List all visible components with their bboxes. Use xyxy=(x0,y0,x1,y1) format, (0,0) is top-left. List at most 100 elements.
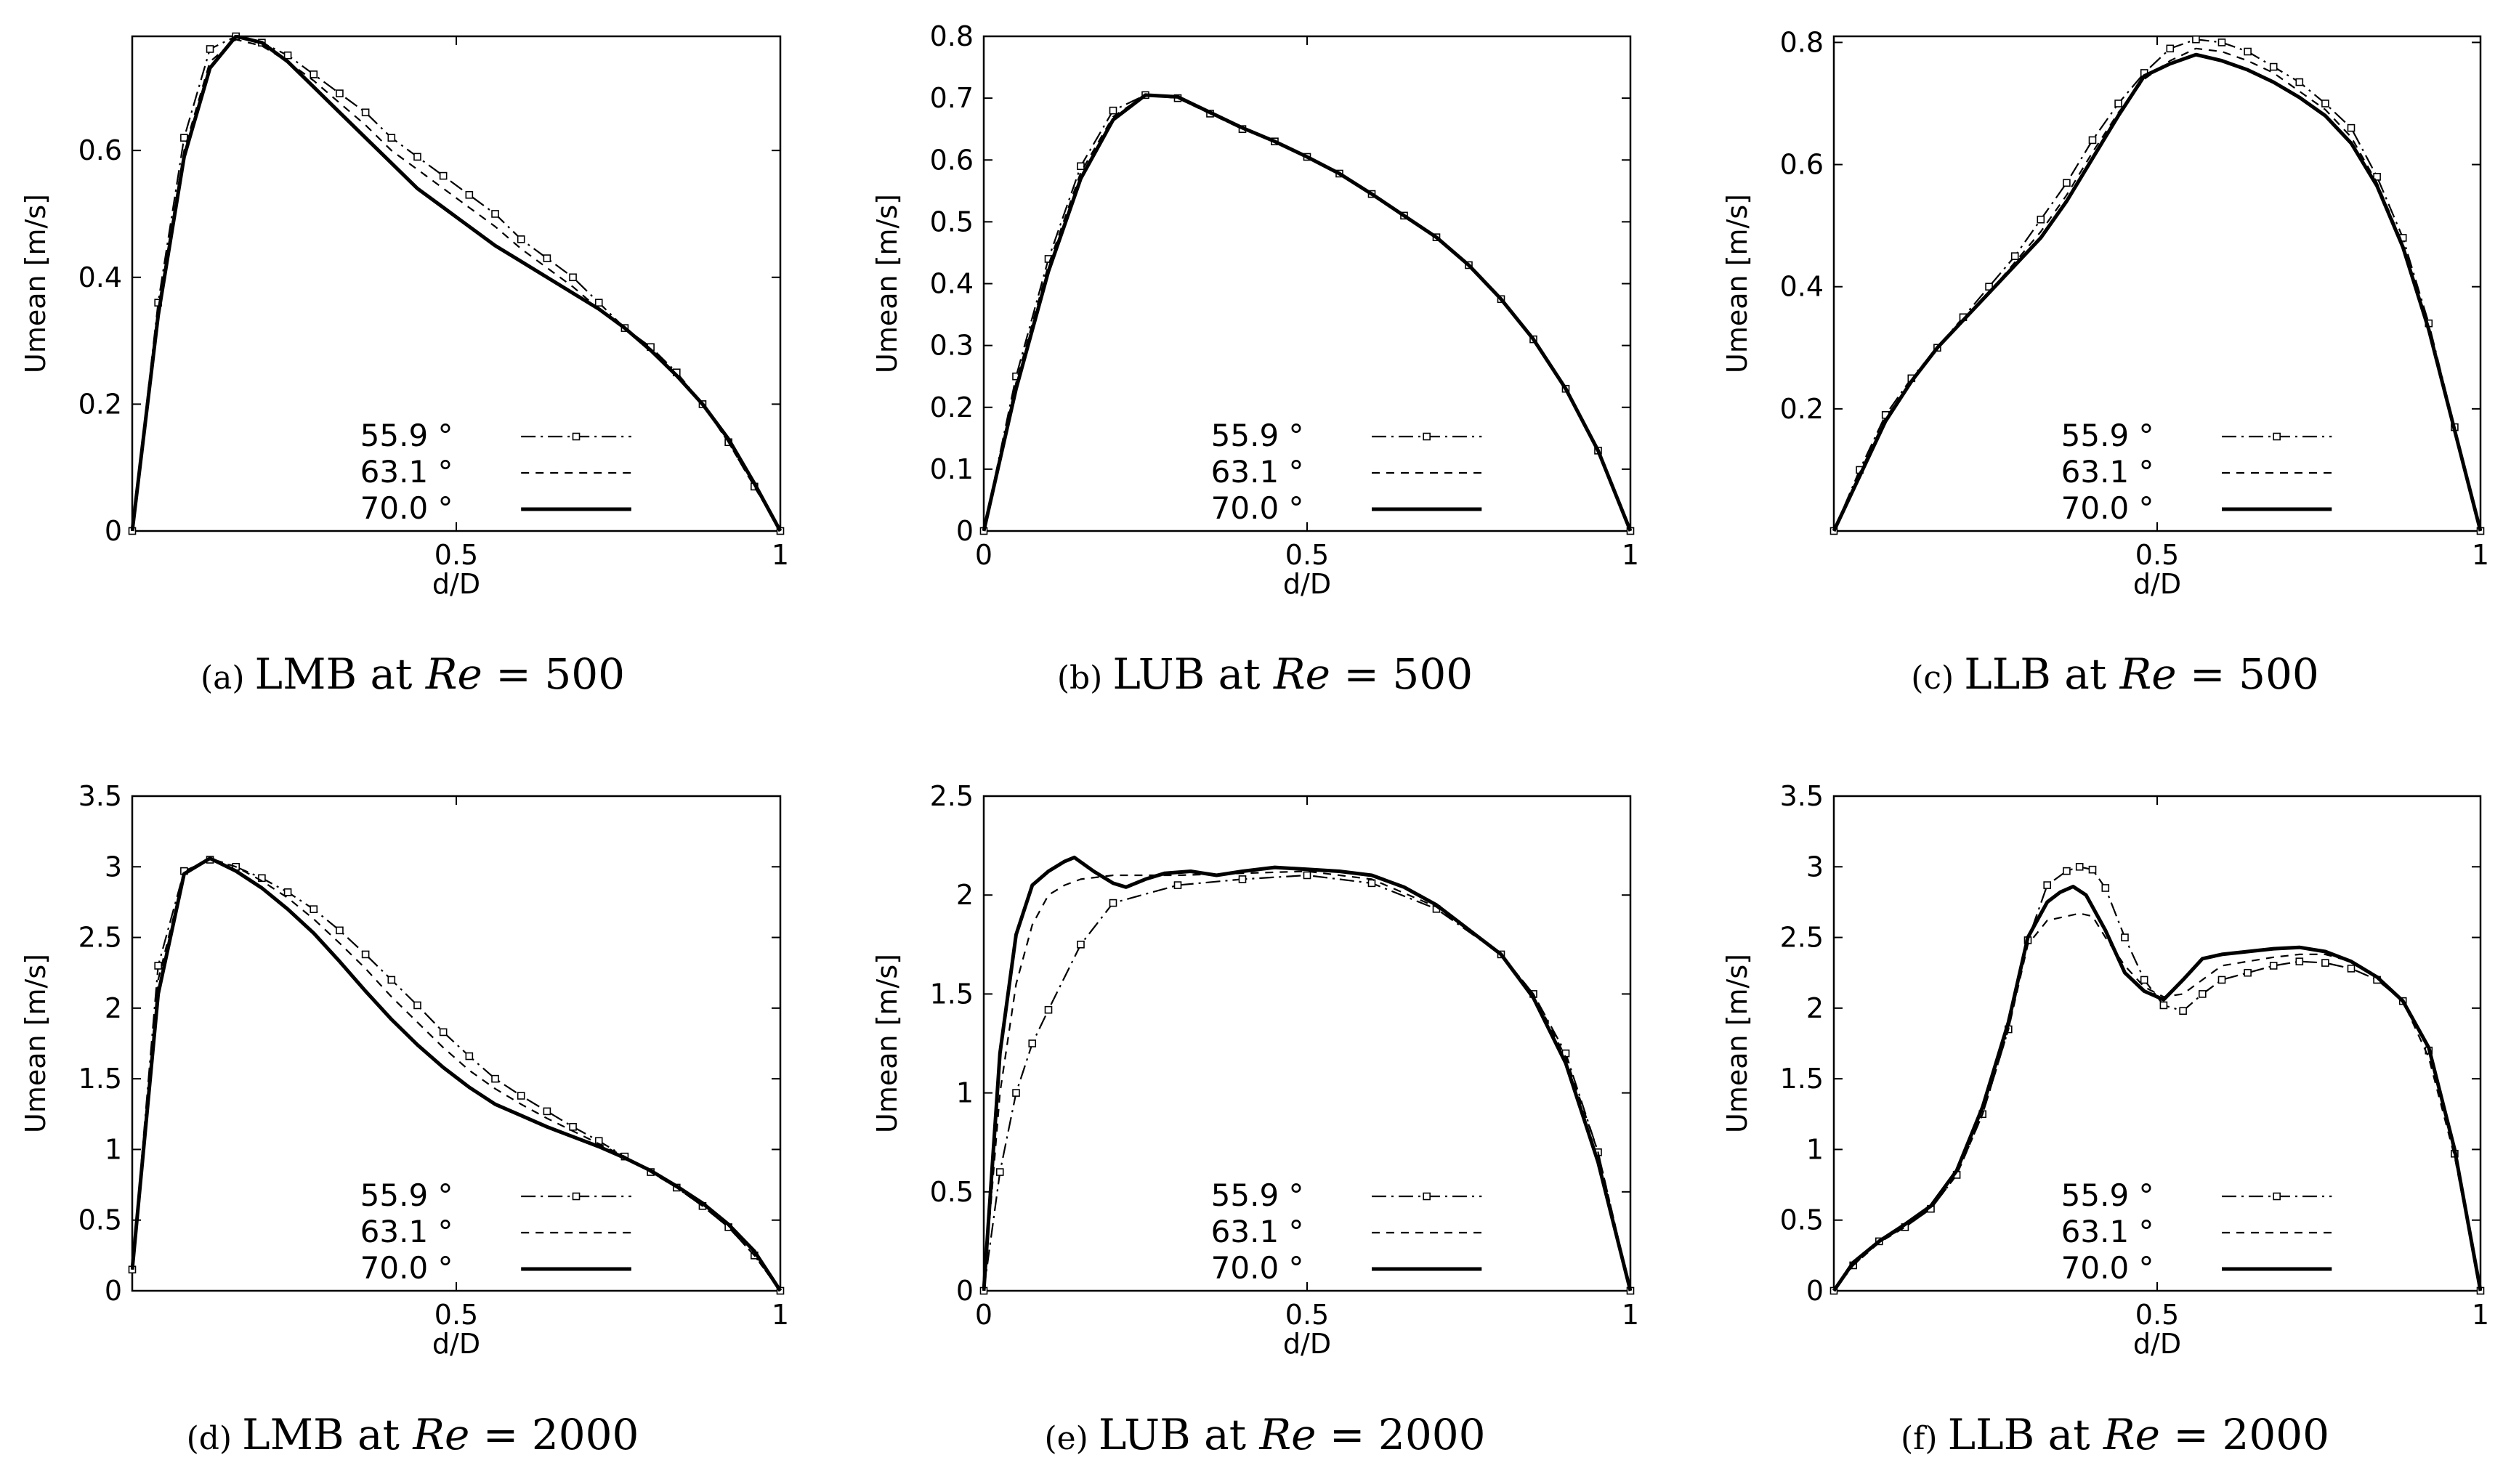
data-point-marker xyxy=(2269,962,2278,970)
legend-sample-marker xyxy=(2273,1192,2281,1201)
y-tick-label: 0.6 xyxy=(78,134,122,166)
series-line-2 xyxy=(982,870,1632,1292)
x-axis-label: d/D xyxy=(1283,1328,1331,1360)
data-point-marker xyxy=(2269,62,2278,71)
x-tick-label: 0.5 xyxy=(2135,1299,2179,1331)
y-tick-label: 0.5 xyxy=(930,206,974,238)
y-axis-label: Umean [m/s] xyxy=(1721,194,1753,373)
y-tick-label: 0.1 xyxy=(930,453,974,485)
y-tick-label: 0.6 xyxy=(1780,149,1824,181)
data-point-marker xyxy=(1028,1039,1037,1047)
data-point-marker xyxy=(1367,879,1376,888)
y-tick-label: 0.4 xyxy=(78,261,122,293)
y-tick-label: 0.4 xyxy=(1780,271,1824,303)
x-axis-label: d/D xyxy=(2133,568,2181,600)
x-tick-label: 0.5 xyxy=(1285,1299,1329,1331)
legend-label: 55.9 ° xyxy=(2061,418,2154,453)
data-point-marker xyxy=(543,1107,551,1116)
data-point-marker xyxy=(1303,871,1311,880)
legend-label: 55.9 ° xyxy=(360,418,453,453)
caption-text-after: = 2000 xyxy=(2160,1410,2329,1459)
y-tick-label: 0.5 xyxy=(78,1204,122,1236)
data-point-marker xyxy=(2088,136,2097,145)
data-point-marker xyxy=(2321,100,2329,108)
caption-gap xyxy=(232,1420,242,1457)
x-tick-label: 1 xyxy=(772,1299,789,1331)
panel-caption: (d) LMB at Re = 2000 xyxy=(187,1410,639,1459)
legend-label: 55.9 ° xyxy=(360,1177,453,1213)
data-point-marker xyxy=(1109,106,1117,115)
data-point-marker xyxy=(283,51,292,60)
y-axis-label: Umean [m/s] xyxy=(20,954,52,1133)
data-point-marker xyxy=(206,45,214,53)
y-tick-label: 0 xyxy=(956,515,974,547)
data-point-marker xyxy=(2159,1001,2168,1010)
data-point-marker xyxy=(2192,35,2200,44)
data-point-marker xyxy=(2121,933,2129,941)
y-tick-label: 0.2 xyxy=(1780,393,1824,425)
caption-text-after: = 500 xyxy=(1330,649,1473,699)
caption-text-before: LUB at xyxy=(1099,1410,1260,1459)
data-point-marker xyxy=(2063,867,2071,875)
data-point-marker xyxy=(2347,123,2356,132)
data-point-marker xyxy=(2217,38,2226,46)
caption-prefix: (d) xyxy=(187,1420,232,1457)
data-point-marker xyxy=(1077,941,1085,949)
panel-caption: (f) LLB at Re = 2000 xyxy=(1901,1410,2329,1459)
data-point-marker xyxy=(2295,78,2304,86)
data-point-marker xyxy=(517,1092,525,1100)
y-tick-label: 1 xyxy=(956,1077,974,1109)
data-point-marker xyxy=(2373,173,2381,181)
data-point-marker xyxy=(387,976,396,984)
caption-text-after: = 2000 xyxy=(1316,1410,1485,1459)
data-point-marker xyxy=(2166,44,2175,53)
legend-label: 70.0 ° xyxy=(2061,490,2154,526)
y-tick-label: 2.5 xyxy=(78,922,122,954)
y-tick-label: 2 xyxy=(1806,992,1824,1024)
data-point-marker xyxy=(1238,875,1247,883)
series-line-3 xyxy=(131,856,782,1292)
series-line-3 xyxy=(982,855,1632,1292)
caption-italic: Re xyxy=(1273,649,1330,699)
legend-label: 63.1 ° xyxy=(1211,454,1304,490)
data-point-marker xyxy=(2010,252,2019,260)
caption-prefix: (e) xyxy=(1044,1420,1088,1457)
data-point-marker xyxy=(517,235,525,243)
data-point-marker xyxy=(2075,862,2084,871)
x-tick-label: 0.5 xyxy=(2135,539,2179,571)
x-tick-label: 0 xyxy=(975,539,992,571)
data-point-marker xyxy=(439,171,448,180)
data-point-marker xyxy=(413,153,421,161)
data-point-marker xyxy=(361,108,370,117)
y-axis-label: Umean [m/s] xyxy=(871,954,903,1133)
panel-caption: (b) LUB at Re = 500 xyxy=(1057,649,1473,699)
legend-label: 55.9 ° xyxy=(1211,418,1304,453)
panel-caption: (a) LMB at Re = 500 xyxy=(201,649,625,699)
caption-text-after: = 500 xyxy=(482,649,625,699)
legend-label: 63.1 ° xyxy=(360,454,453,490)
data-point-marker xyxy=(2088,865,2097,874)
y-tick-label: 2.5 xyxy=(1780,922,1824,954)
y-axis-label: Umean [m/s] xyxy=(1721,954,1753,1133)
caption-text-before: LMB at xyxy=(255,649,426,699)
y-tick-label: 0.8 xyxy=(1780,26,1824,58)
legend-label: 70.0 ° xyxy=(1211,1250,1304,1286)
data-point-marker xyxy=(2199,990,2207,998)
series-line-3 xyxy=(982,93,1632,532)
caption-italic: Re xyxy=(412,1410,469,1459)
data-point-marker xyxy=(2140,976,2148,984)
y-tick-label: 2 xyxy=(105,992,122,1024)
data-point-marker xyxy=(2321,959,2329,967)
series-line-2 xyxy=(982,94,1632,532)
data-point-marker xyxy=(2244,47,2252,56)
caption-prefix: (c) xyxy=(1911,660,1954,697)
caption-gap xyxy=(1102,660,1112,697)
legend-sample-marker xyxy=(572,1192,581,1201)
data-point-marker xyxy=(413,1001,421,1010)
legend-sample-marker xyxy=(2273,432,2281,441)
y-tick-label: 0.2 xyxy=(78,388,122,420)
data-point-marker xyxy=(154,962,162,970)
y-tick-label: 0 xyxy=(105,515,122,547)
chart-panel-c: 0.5 1 0.2 0.4 0.6 0.8 d/D Umean [m/s] 55.9 °63.1… xyxy=(1721,26,2489,699)
